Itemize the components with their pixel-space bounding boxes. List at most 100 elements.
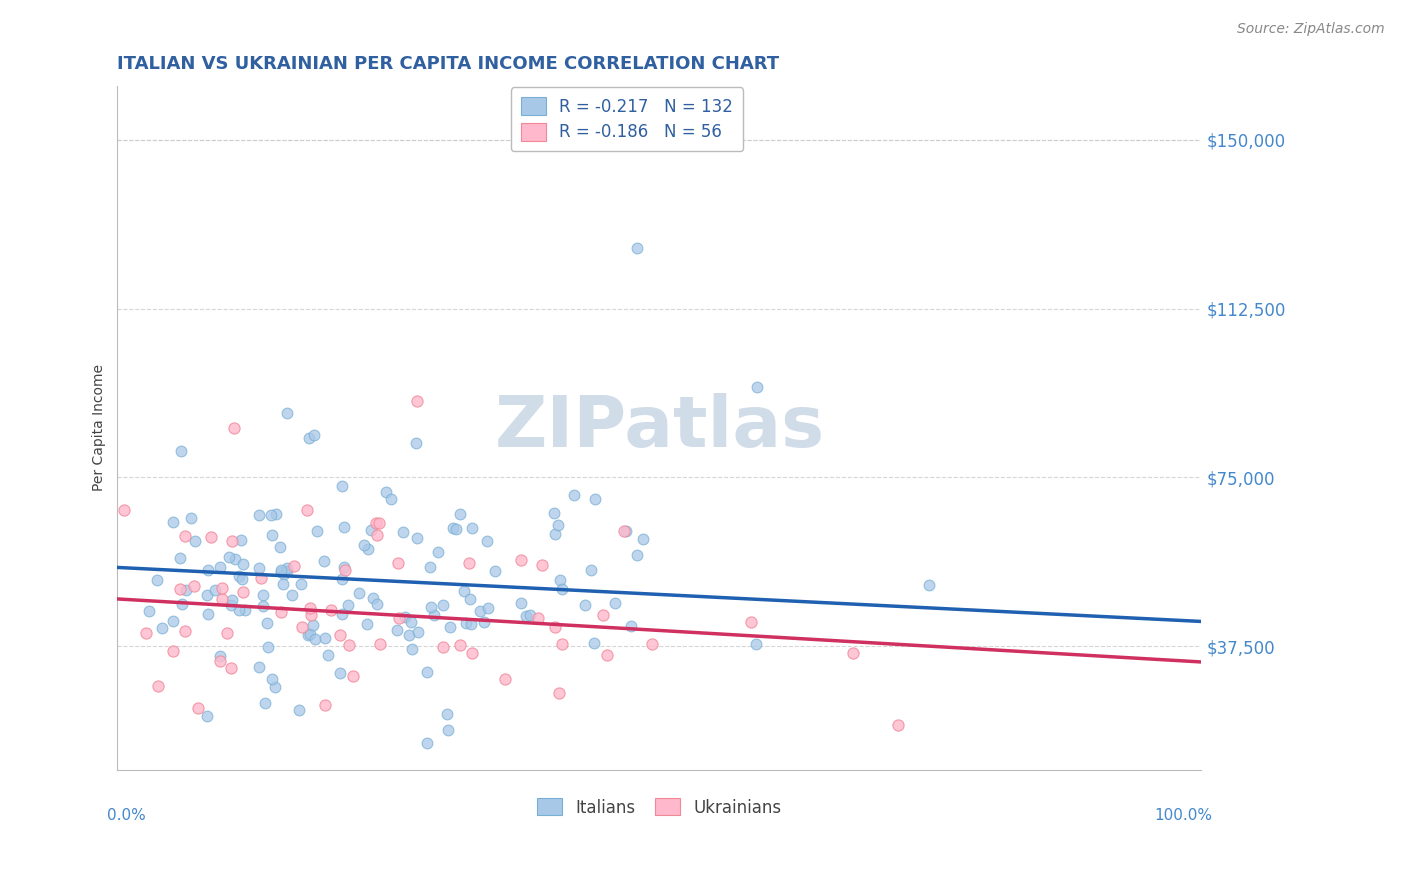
Point	[596, 648, 619, 663]
Point	[449, 639, 471, 653]
Point	[314, 698, 336, 712]
Point	[458, 592, 481, 607]
Point	[256, 615, 278, 630]
Point	[302, 427, 325, 442]
Legend: Italians, Ukrainians: Italians, Ukrainians	[530, 792, 789, 823]
Point	[264, 507, 287, 521]
Point	[510, 596, 533, 610]
Text: ZIPatlas: ZIPatlas	[495, 393, 824, 462]
Text: ITALIAN VS UKRAINIAN PER CAPITA INCOME CORRELATION CHART: ITALIAN VS UKRAINIAN PER CAPITA INCOME C…	[118, 55, 779, 73]
Point	[330, 607, 353, 621]
Point	[184, 534, 207, 549]
Point	[613, 524, 636, 538]
Point	[329, 665, 352, 680]
Point	[150, 621, 173, 635]
Point	[270, 563, 292, 577]
Point	[423, 608, 446, 623]
Point	[297, 628, 319, 642]
Point	[195, 588, 218, 602]
Point	[250, 571, 273, 585]
Point	[276, 406, 298, 420]
Point	[135, 626, 157, 640]
Point	[252, 588, 274, 602]
Point	[208, 654, 231, 668]
Point	[342, 669, 364, 683]
Point	[146, 679, 169, 693]
Point	[146, 574, 169, 588]
Point	[436, 707, 458, 722]
Point	[162, 643, 184, 657]
Point	[301, 617, 323, 632]
Point	[592, 607, 614, 622]
Point	[387, 556, 409, 570]
Point	[221, 593, 243, 607]
Point	[228, 603, 250, 617]
Point	[562, 488, 585, 502]
Point	[176, 582, 198, 597]
Point	[208, 649, 231, 664]
Point	[441, 521, 464, 535]
Point	[581, 563, 603, 577]
Point	[439, 620, 461, 634]
Point	[619, 618, 641, 632]
Point	[314, 554, 336, 568]
Point	[174, 624, 197, 638]
Point	[276, 561, 298, 575]
Point	[170, 444, 193, 458]
Point	[368, 637, 391, 651]
Point	[330, 479, 353, 493]
Point	[527, 611, 550, 625]
Point	[531, 558, 554, 572]
Point	[460, 617, 482, 632]
Point	[544, 527, 567, 541]
Point	[276, 564, 298, 578]
Point	[228, 569, 250, 583]
Point	[330, 572, 353, 586]
Point	[449, 507, 471, 521]
Point	[232, 584, 254, 599]
Point	[316, 648, 339, 662]
Point	[394, 609, 416, 624]
Point	[335, 563, 357, 577]
Point	[219, 598, 242, 612]
Point	[200, 530, 222, 544]
Point	[247, 508, 270, 522]
Point	[231, 572, 253, 586]
Point	[298, 431, 321, 445]
Point	[887, 718, 910, 732]
Point	[366, 597, 388, 611]
Point	[329, 628, 352, 642]
Point	[626, 548, 648, 562]
Y-axis label: Per Capita Income: Per Capita Income	[93, 365, 107, 491]
Point	[543, 506, 565, 520]
Point	[468, 604, 491, 618]
Point	[208, 560, 231, 574]
Point	[252, 599, 274, 613]
Point	[290, 576, 312, 591]
Point	[406, 531, 429, 545]
Point	[356, 617, 378, 632]
Point	[233, 603, 256, 617]
Point	[314, 631, 336, 645]
Point	[173, 529, 195, 543]
Point	[162, 615, 184, 629]
Point	[510, 553, 533, 567]
Point	[271, 577, 294, 591]
Point	[305, 524, 328, 538]
Text: 0.0%: 0.0%	[107, 807, 145, 822]
Point	[416, 736, 439, 750]
Point	[333, 519, 356, 533]
Point	[169, 550, 191, 565]
Text: Source: ZipAtlas.com: Source: ZipAtlas.com	[1237, 22, 1385, 37]
Point	[366, 528, 388, 542]
Point	[585, 491, 607, 506]
Point	[270, 605, 292, 619]
Point	[260, 672, 283, 686]
Point	[218, 549, 240, 564]
Point	[360, 523, 382, 537]
Point	[254, 696, 277, 710]
Point	[264, 681, 287, 695]
Point	[336, 598, 359, 612]
Point	[392, 524, 415, 539]
Point	[353, 538, 375, 552]
